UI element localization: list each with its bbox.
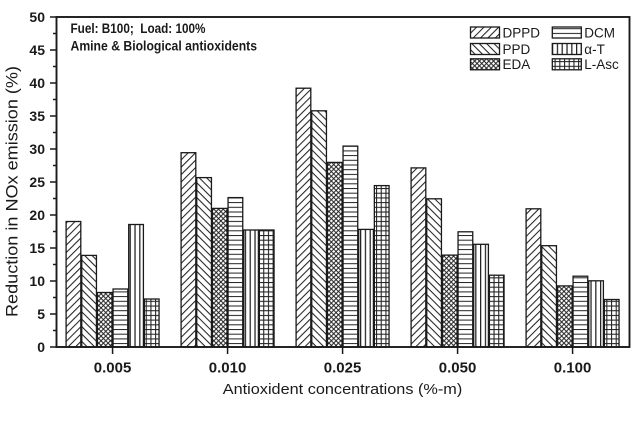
- svg-text:5: 5: [37, 306, 45, 322]
- svg-text:Fuel: B100; Load: 100%: Fuel: B100; Load: 100%: [71, 20, 206, 36]
- svg-text:30: 30: [29, 141, 45, 157]
- svg-text:25: 25: [29, 174, 45, 190]
- svg-text:DPPD: DPPD: [503, 25, 541, 40]
- svg-text:PPD: PPD: [503, 42, 531, 57]
- svg-text:45: 45: [29, 42, 45, 58]
- svg-text:0: 0: [37, 339, 45, 355]
- svg-text:0.050: 0.050: [439, 359, 477, 376]
- svg-text:DCM: DCM: [584, 25, 615, 40]
- svg-text:EDA: EDA: [503, 57, 531, 72]
- svg-text:20: 20: [29, 207, 45, 223]
- svg-text:0.025: 0.025: [324, 359, 362, 376]
- svg-text:0.100: 0.100: [554, 359, 592, 376]
- svg-text:Antioxident concentrations (%-: Antioxident concentrations (%-m): [223, 381, 463, 398]
- svg-text:Amine & Biological antioxident: Amine & Biological antioxidents: [71, 38, 258, 54]
- svg-text:15: 15: [29, 240, 45, 256]
- svg-text:35: 35: [29, 108, 45, 124]
- svg-text:50: 50: [29, 9, 45, 25]
- svg-text:α-T: α-T: [584, 42, 605, 57]
- svg-text:0.005: 0.005: [94, 359, 132, 376]
- svg-text:0.010: 0.010: [209, 359, 247, 376]
- svg-text:40: 40: [29, 75, 45, 91]
- svg-text:Reduction in NOx emission (%): Reduction in NOx emission (%): [4, 66, 22, 317]
- svg-text:10: 10: [29, 273, 45, 289]
- svg-text:L-Asc: L-Asc: [584, 57, 619, 72]
